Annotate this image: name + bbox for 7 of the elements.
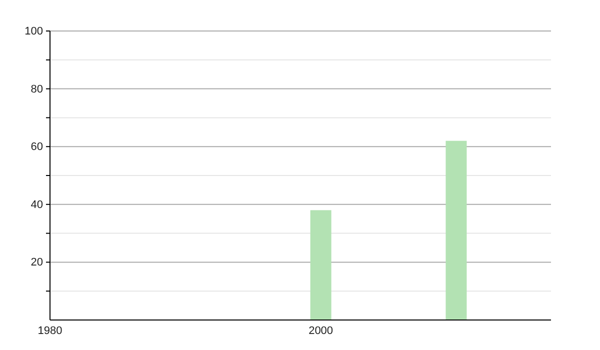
y-tick-label: 60 xyxy=(30,141,43,154)
x-tick-label: 1980 xyxy=(38,324,62,337)
y-tick-label: 20 xyxy=(30,256,43,269)
y-tick-label: 80 xyxy=(30,83,43,96)
y-tick-label: 40 xyxy=(30,198,43,211)
y-tick-label: 100 xyxy=(24,26,43,38)
x-tick-label: 2000 xyxy=(308,324,334,337)
